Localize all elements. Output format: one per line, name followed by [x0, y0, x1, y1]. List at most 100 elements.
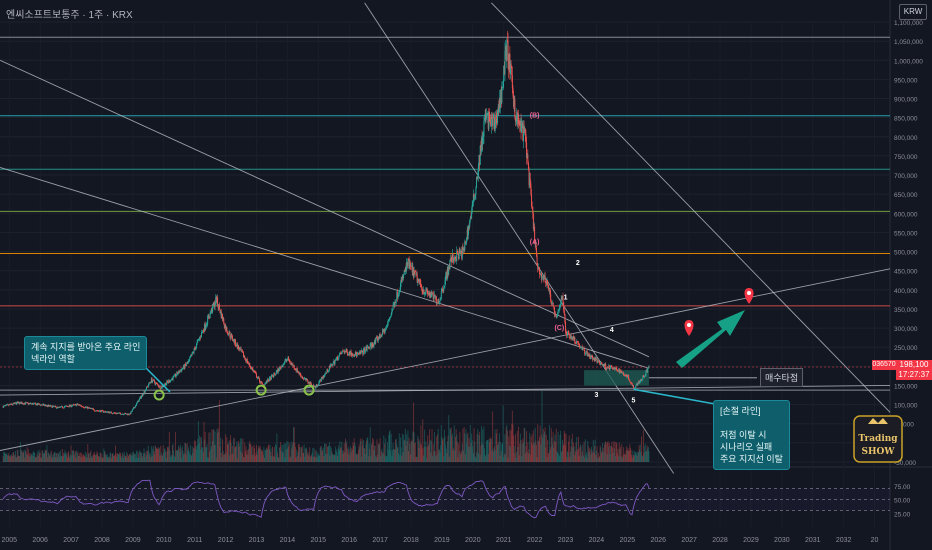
candle-body — [298, 373, 300, 374]
volume-bar — [298, 444, 300, 462]
volume-bar — [179, 451, 181, 462]
candle-body — [39, 404, 41, 406]
volume-bar — [325, 443, 327, 462]
volume-bar — [397, 447, 399, 462]
volume-bar — [388, 431, 390, 462]
candle-body — [291, 362, 293, 365]
volume-bar — [616, 443, 618, 462]
volume-bar — [95, 454, 97, 462]
volume-bar — [406, 434, 408, 462]
candle-body — [100, 410, 102, 412]
candle-body — [130, 411, 132, 414]
volume-bar — [241, 453, 243, 462]
candle-body — [493, 116, 495, 132]
volume-bar — [383, 443, 385, 462]
candle-body — [506, 39, 508, 60]
x-tick-label: 2030 — [774, 537, 790, 544]
volume-bar — [610, 445, 612, 462]
candle-body — [387, 320, 389, 324]
volume-bar — [9, 456, 11, 462]
volume-bar — [613, 441, 615, 462]
volume-bar — [400, 437, 401, 462]
candle-body — [460, 250, 462, 252]
candle-body — [45, 405, 47, 407]
candle-body — [364, 348, 366, 353]
candle-body — [596, 358, 598, 363]
volume-bar — [40, 457, 42, 462]
candle-body — [82, 407, 84, 408]
volume-bar — [246, 450, 248, 462]
candle-body — [15, 402, 17, 405]
candle-body — [385, 329, 387, 330]
candle-body — [223, 324, 225, 328]
volume-bar — [120, 456, 122, 462]
candle-body — [586, 351, 588, 356]
volume-bar — [232, 453, 234, 462]
volume-bar — [23, 449, 25, 462]
volume-bar — [647, 446, 649, 462]
candle-body — [247, 363, 249, 364]
volume-bar — [164, 448, 166, 462]
volume-bar — [467, 432, 469, 462]
candle-body — [322, 376, 324, 379]
volume-bar — [307, 451, 309, 462]
candle-body — [246, 359, 248, 362]
volume-bar — [88, 452, 90, 462]
volume-bar — [558, 456, 560, 462]
volume-bar — [531, 434, 533, 462]
rsi-tick-label: 75.00 — [894, 484, 911, 491]
volume-bar — [363, 447, 365, 462]
volume-bar — [361, 438, 363, 462]
x-tick-label: 2031 — [805, 537, 821, 544]
candle-body — [325, 372, 327, 374]
candle-body — [569, 337, 571, 339]
candle-body — [354, 355, 356, 357]
volume-bar — [79, 452, 81, 462]
volume-bar — [152, 448, 154, 462]
candle-body — [331, 364, 333, 367]
volume-bar — [559, 435, 561, 462]
volume-bar — [448, 415, 450, 462]
candle-body — [611, 366, 613, 369]
candle-body — [313, 386, 315, 387]
volume-bar — [333, 454, 335, 462]
volume-bar — [94, 454, 96, 462]
candle-body — [222, 318, 224, 321]
volume-bar — [485, 456, 487, 462]
candle-body — [7, 404, 9, 406]
currency-badge[interactable]: KRW — [899, 4, 927, 20]
volume-bar — [283, 452, 285, 462]
candle-body — [260, 381, 262, 383]
volume-bar — [22, 453, 24, 462]
candle-body — [213, 302, 215, 308]
volume-bar — [204, 439, 206, 462]
volume-bar — [8, 455, 10, 462]
candle-body — [423, 289, 425, 294]
candle-body — [450, 258, 452, 260]
volume-bar — [605, 441, 607, 462]
candle-body — [122, 413, 124, 415]
trend-line — [0, 59, 650, 358]
candle-body — [600, 362, 602, 365]
volume-bar — [134, 453, 136, 462]
volume-bar — [545, 434, 547, 462]
candle-body — [425, 287, 427, 289]
x-tick-label: 2029 — [743, 537, 759, 544]
volume-bar — [67, 452, 69, 462]
candle-body — [258, 377, 260, 379]
candle-body — [186, 363, 188, 365]
candle-body — [480, 145, 482, 152]
candle-body — [419, 278, 421, 284]
target-pin-dot — [747, 291, 751, 295]
candle-body — [171, 378, 173, 381]
volume-bar — [362, 445, 364, 462]
volume-bar — [320, 446, 322, 462]
volume-bar — [384, 455, 386, 462]
candle-body — [200, 337, 202, 339]
volume-bar — [227, 444, 229, 462]
candle-body — [152, 380, 154, 382]
candle-body — [545, 283, 547, 285]
candle-body — [618, 369, 620, 372]
candle-body — [629, 380, 631, 382]
